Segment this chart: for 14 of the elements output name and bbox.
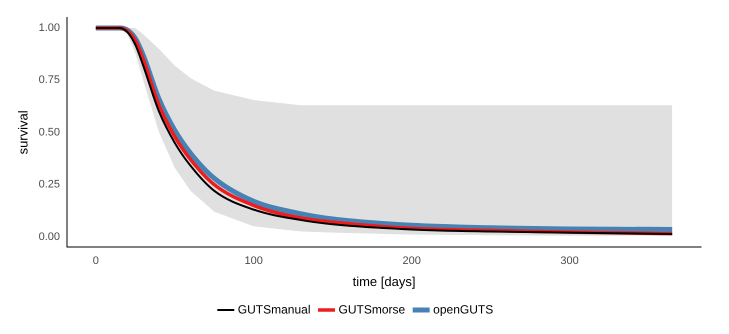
y-tick-label: 1.00 bbox=[38, 22, 60, 34]
y-tick-label: 0.00 bbox=[38, 230, 60, 243]
x-tick-label: 300 bbox=[560, 254, 579, 267]
x-tick-label: 200 bbox=[402, 254, 421, 267]
legend-label: GUTSmanual bbox=[238, 302, 311, 316]
y-tick-label: 0.50 bbox=[38, 126, 60, 138]
x-tick-label: 0 bbox=[92, 254, 99, 267]
y-tick-label: 0.75 bbox=[38, 74, 60, 86]
x-axis-title: time [days] bbox=[352, 274, 416, 289]
legend-label: openGUTS bbox=[433, 302, 494, 316]
y-axis-title: survival bbox=[15, 110, 30, 154]
legend-label: GUTSmorse bbox=[338, 302, 406, 316]
y-tick-label: 0.25 bbox=[38, 178, 60, 191]
x-tick-label: 100 bbox=[244, 254, 263, 267]
